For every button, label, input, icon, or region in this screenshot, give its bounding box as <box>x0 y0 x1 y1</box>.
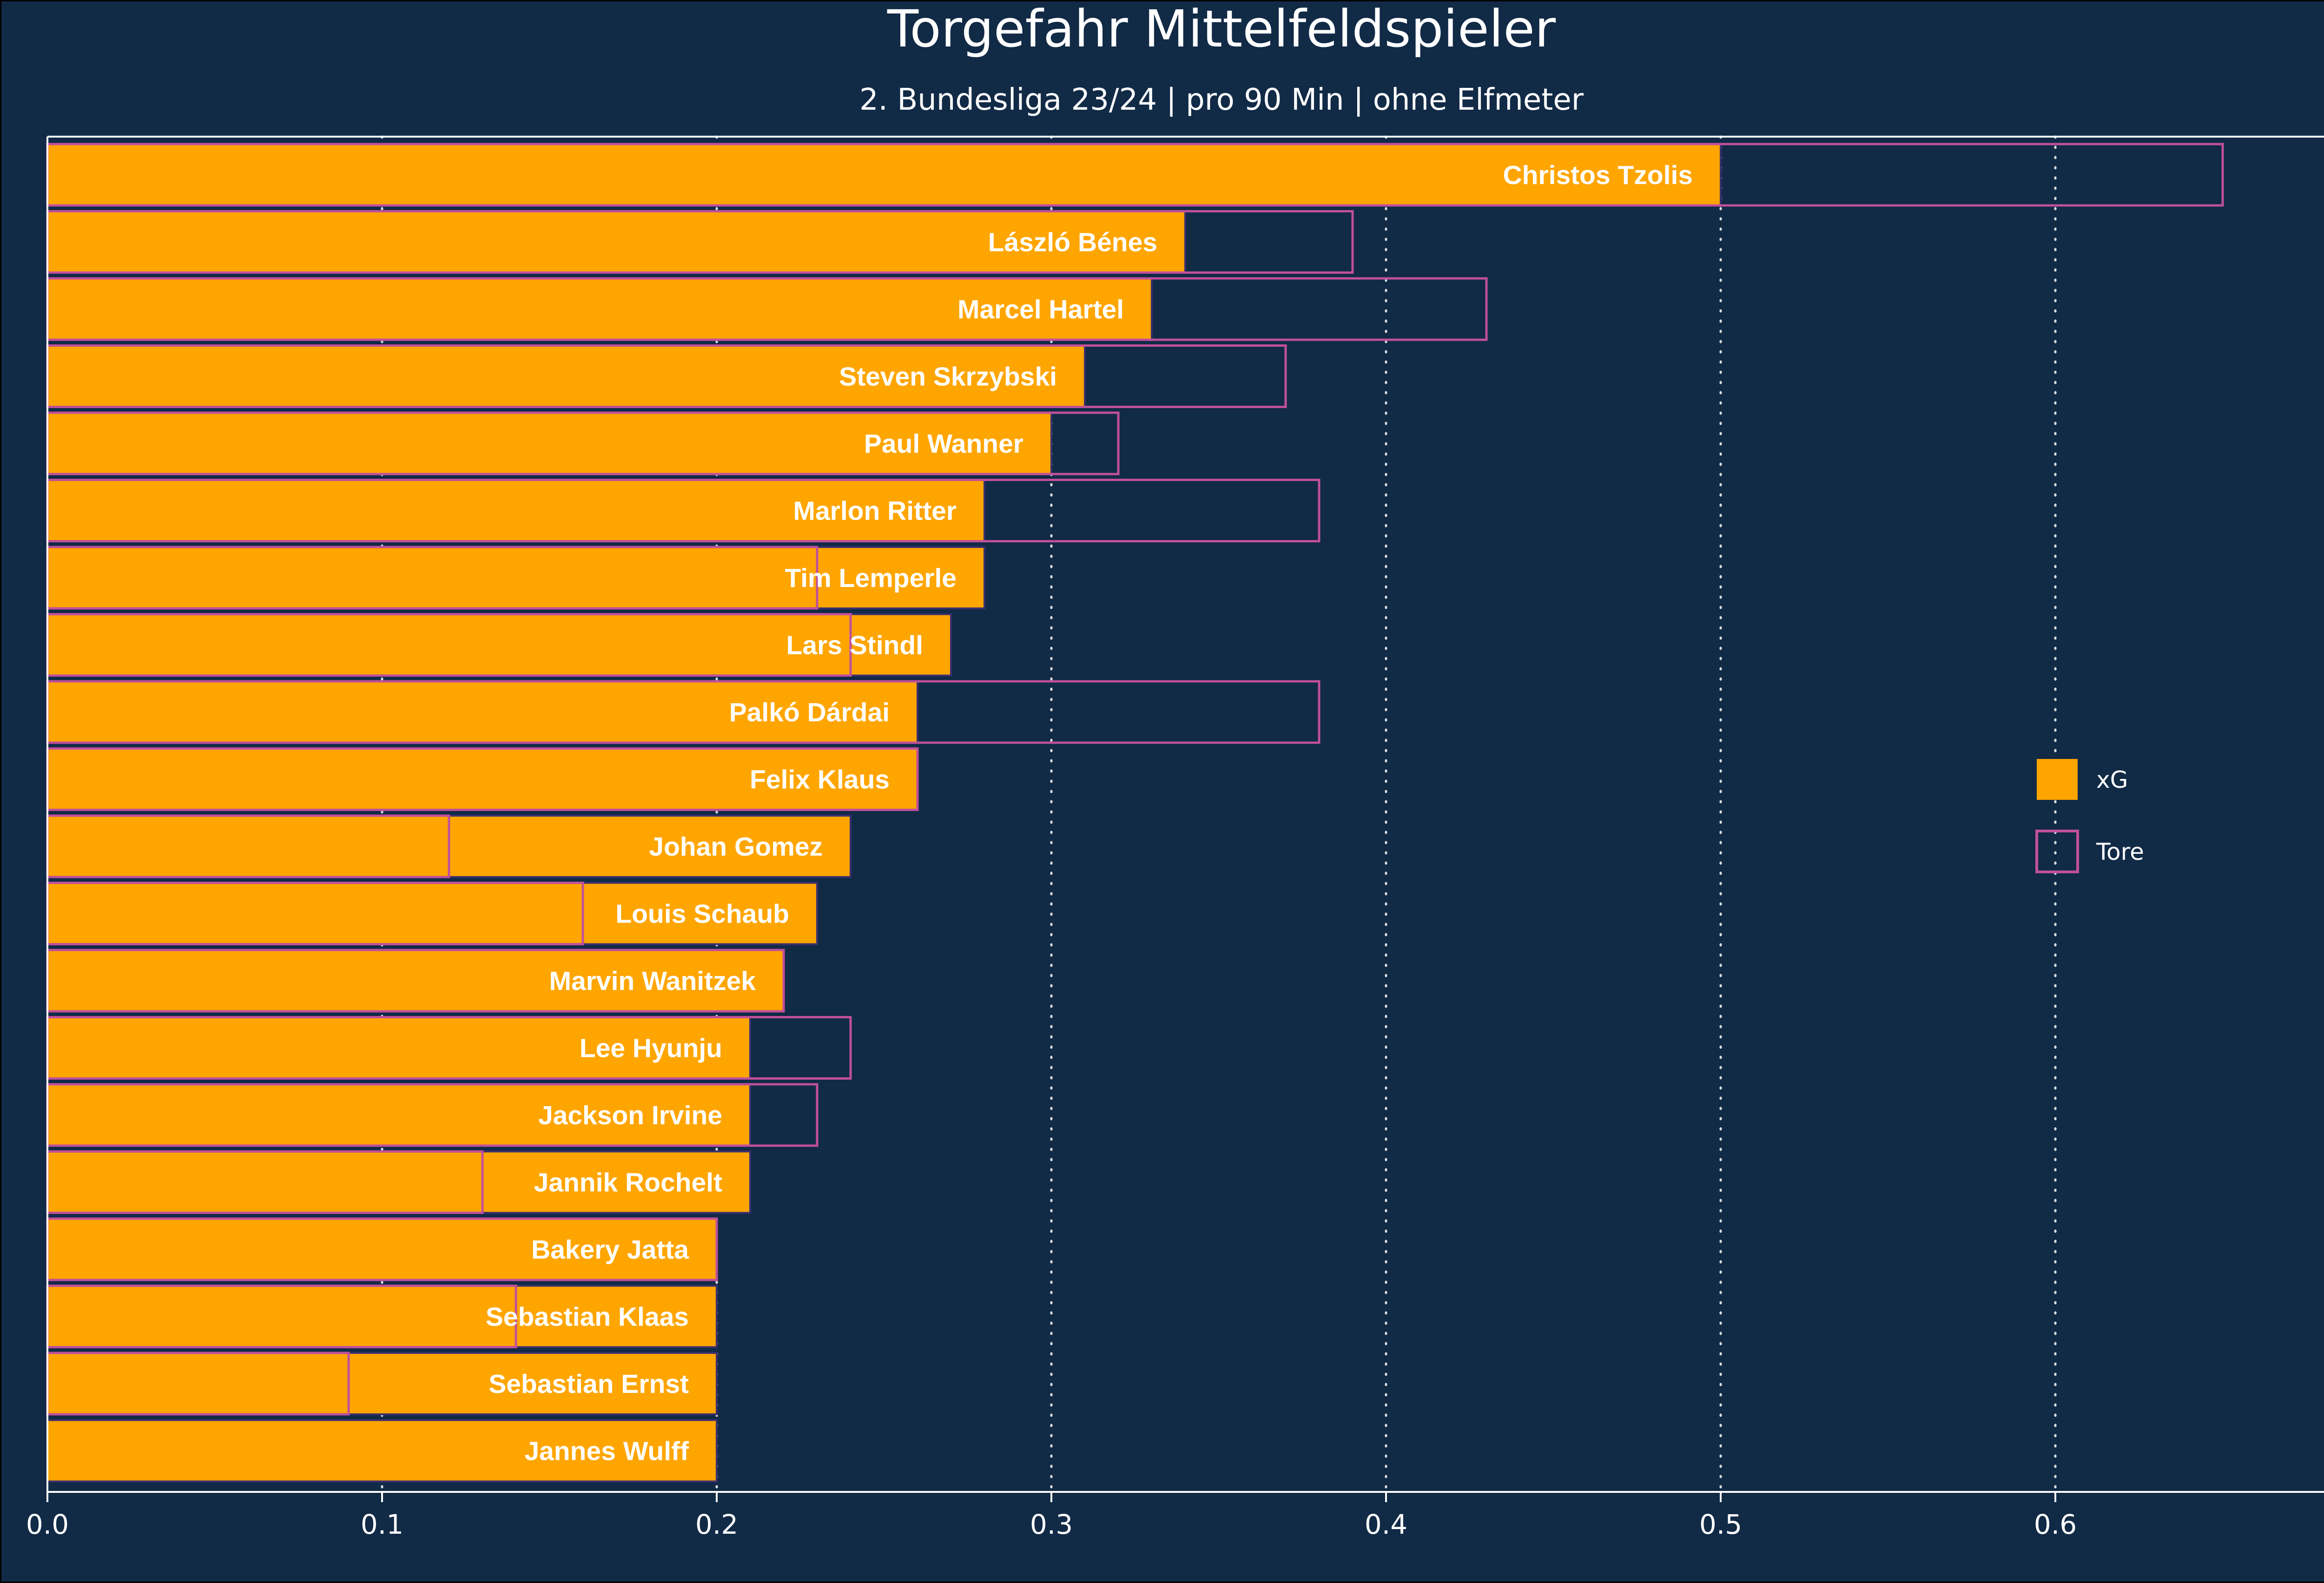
bar-label: Jannik Rochelt <box>534 1168 722 1198</box>
bar-label: Christos Tzolis <box>1503 160 1693 190</box>
xg-bar <box>46 1352 718 1415</box>
legend-swatch-xg <box>2037 759 2078 800</box>
bar-label: Steven Skrzybski <box>839 362 1057 392</box>
bar-label: Jackson Irvine <box>538 1101 722 1130</box>
xg-bar <box>46 143 1722 206</box>
x-tick-label: 0.0 <box>26 1509 69 1540</box>
bar-label: Marcel Hartel <box>957 295 1124 324</box>
x-tick-label: 0.1 <box>361 1509 403 1540</box>
xg-bar <box>46 680 918 744</box>
legend: xG Tore <box>2035 759 2144 873</box>
chart-subtitle: 2. Bundesliga 23/24 | pro 90 Min | ohne … <box>859 83 1584 117</box>
bar-label: Sebastian Klaas <box>486 1302 689 1332</box>
legend-label-xg: xG <box>2096 766 2128 793</box>
x-tick-label: 0.5 <box>1699 1509 1742 1540</box>
bar-label: László Bénes <box>988 228 1157 257</box>
bar-label: Louis Schaub <box>615 899 789 929</box>
legend-label-tore: Tore <box>2096 838 2144 865</box>
bar-label: Lee Hyunju <box>580 1034 722 1063</box>
xg-bar <box>46 613 952 677</box>
xg-bar <box>46 412 1052 475</box>
xg-bar <box>46 1150 751 1214</box>
bar-label: Palkó Dárdai <box>729 698 890 727</box>
xg-bar <box>46 1016 751 1080</box>
xg-bar <box>46 277 1153 341</box>
bar-labels: Christos Tzolis László Bénes Marcel Hartel… <box>486 160 1693 1466</box>
x-tick-label: 0.6 <box>2034 1509 2077 1540</box>
bars <box>46 143 2224 1483</box>
bar-label: Lars Stindl <box>786 631 923 660</box>
bar-label: Felix Klaus <box>750 765 890 795</box>
axes: 0.0 0.1 0.2 0.3 0.4 0.5 0.6 <box>26 136 2324 1540</box>
chart-title: Torgefahr Mittelfeldspieler <box>887 0 1556 59</box>
bar-label: Paul Wanner <box>864 429 1023 459</box>
bar-label: Jannes Wulff <box>524 1437 689 1466</box>
bar-label: Sebastian Ernst <box>489 1369 689 1399</box>
x-tick-label: 0.2 <box>695 1509 738 1540</box>
x-tick-label: 0.3 <box>1030 1509 1073 1540</box>
bar-label: Johan Gomez <box>649 832 823 862</box>
xg-bar <box>46 949 785 1012</box>
legend-swatch-tore <box>2035 830 2079 873</box>
bar-label: Marlon Ritter <box>793 496 957 526</box>
x-tick-label: 0.4 <box>1365 1509 1407 1540</box>
bar-label: Marvin Wanitzek <box>549 966 756 996</box>
bar-label: Tim Lemperle <box>785 563 957 593</box>
bar-label: Bakery Jatta <box>531 1235 689 1265</box>
xg-bar <box>46 479 985 542</box>
